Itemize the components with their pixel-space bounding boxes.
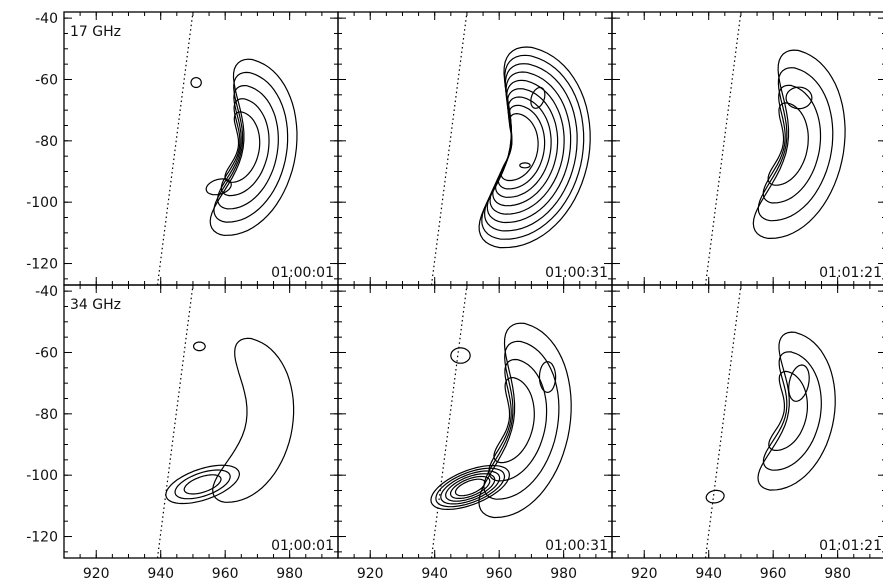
- y-tick-label: -60: [35, 345, 58, 361]
- contour-line: [489, 79, 565, 215]
- contour-group: [704, 285, 836, 558]
- contour-line: [519, 162, 531, 169]
- contour-line: [193, 341, 206, 352]
- contour-line: [190, 76, 202, 89]
- contour-line: [445, 473, 496, 502]
- contour-group: [430, 285, 572, 558]
- contour-line: [483, 340, 560, 500]
- y-tick-label: -60: [35, 72, 58, 88]
- y-tick-label: -40: [35, 11, 58, 27]
- contour-line: [785, 86, 813, 110]
- contour-line: [216, 84, 279, 210]
- panel-time-label: 01:01:21: [819, 538, 882, 554]
- panel-1-1: 01:00:31: [337, 284, 613, 559]
- limb-line: [430, 12, 468, 285]
- panel-0-2: 01:01:21: [611, 11, 883, 286]
- panel-time-label: 01:01:21: [819, 265, 882, 281]
- contour-line: [205, 178, 232, 196]
- contour-line: [430, 464, 511, 511]
- contour-line: [435, 467, 506, 508]
- y-tick-labels: -40 -60 -80 -100 -120 -40 -60 -80 -100 -120: [26, 11, 58, 545]
- x-tick-label: 980: [550, 566, 577, 582]
- panel-0-0: 01:00:01 17 GHz: [63, 11, 339, 286]
- contour-line: [538, 361, 557, 394]
- contour-line: [757, 331, 836, 491]
- contour-line: [224, 111, 261, 183]
- frequency-label: 17 GHz: [70, 24, 121, 40]
- contour-line: [762, 351, 822, 471]
- x-tick-label: 940: [695, 566, 722, 582]
- contour-line: [478, 322, 572, 519]
- y-tick-label: -80: [35, 134, 58, 150]
- contour-line: [530, 86, 546, 109]
- contour-line: [165, 464, 241, 505]
- x-tick-label: 920: [631, 566, 658, 582]
- y-tick-label: -120: [26, 257, 58, 273]
- x-tick-labels: 920 940 960 980 920 940 960 980 920 940 960 980: [83, 566, 851, 582]
- contour-line: [478, 46, 591, 249]
- contour-line: [757, 67, 834, 222]
- x-tick-label: 940: [421, 566, 448, 582]
- x-tick-label: 960: [212, 566, 239, 582]
- y-tick-label: -120: [26, 530, 58, 546]
- y-tick-label: -40: [35, 284, 58, 300]
- limb-line: [704, 12, 742, 285]
- x-tick-label: 980: [276, 566, 303, 582]
- panel-1-0: 01:00:01 34 GHz: [63, 284, 339, 559]
- panel-time-label: 01:00:31: [545, 538, 608, 554]
- x-tick-label: 980: [824, 566, 851, 582]
- contour-line: [450, 475, 491, 499]
- contour-group: [430, 12, 591, 285]
- contour-line: [174, 469, 231, 500]
- panel-grid: 01:00:01 17 GHz 01:00:31 01:01:21 01:00:01 34…: [63, 11, 883, 559]
- x-tick-label: 920: [357, 566, 384, 582]
- panel-0-1: 01:00:31: [337, 11, 613, 286]
- y-tick-label: -100: [26, 195, 58, 211]
- x-tick-label: 920: [83, 566, 110, 582]
- panel-time-label: 01:00:31: [545, 265, 608, 281]
- contour-line: [494, 96, 552, 198]
- limb-line: [156, 285, 194, 558]
- contour-group: [704, 12, 846, 285]
- contour-line: [752, 49, 846, 239]
- contour-line: [450, 347, 471, 364]
- x-tick-label: 960: [760, 566, 787, 582]
- contour-line: [492, 88, 559, 207]
- contour-line: [768, 370, 808, 451]
- contour-group: [156, 12, 298, 285]
- x-tick-label: 940: [147, 566, 174, 582]
- panel-1-2: 01:01:21: [611, 284, 883, 559]
- frequency-label: 34 GHz: [70, 297, 121, 313]
- contour-line: [762, 84, 822, 204]
- contour-group: [156, 285, 295, 558]
- contour-line: [213, 71, 289, 223]
- y-tick-label: -80: [35, 407, 58, 423]
- contour-line: [493, 376, 535, 464]
- x-tick-label: 960: [486, 566, 513, 582]
- limb-line: [430, 285, 468, 558]
- contour-line: [183, 474, 222, 495]
- limb-line: [704, 285, 742, 558]
- contour-line: [788, 364, 810, 402]
- contour-line: [220, 98, 270, 197]
- y-tick-label: -100: [26, 468, 58, 484]
- contour-line: [500, 112, 539, 182]
- panel-time-label: 01:00:01: [271, 538, 334, 554]
- limb-line: [156, 12, 194, 285]
- panel-frame: [63, 284, 339, 559]
- contour-line: [454, 478, 486, 497]
- contour-line: [767, 102, 809, 186]
- panel-time-label: 01:00:01: [271, 265, 334, 281]
- panel-frame: [611, 284, 883, 559]
- contour-line: [209, 58, 298, 237]
- contour-line: [705, 489, 725, 504]
- contour-line: [440, 470, 501, 505]
- contour-line: [212, 337, 295, 503]
- contour-line: [488, 358, 548, 482]
- panel-frame: [611, 11, 883, 286]
